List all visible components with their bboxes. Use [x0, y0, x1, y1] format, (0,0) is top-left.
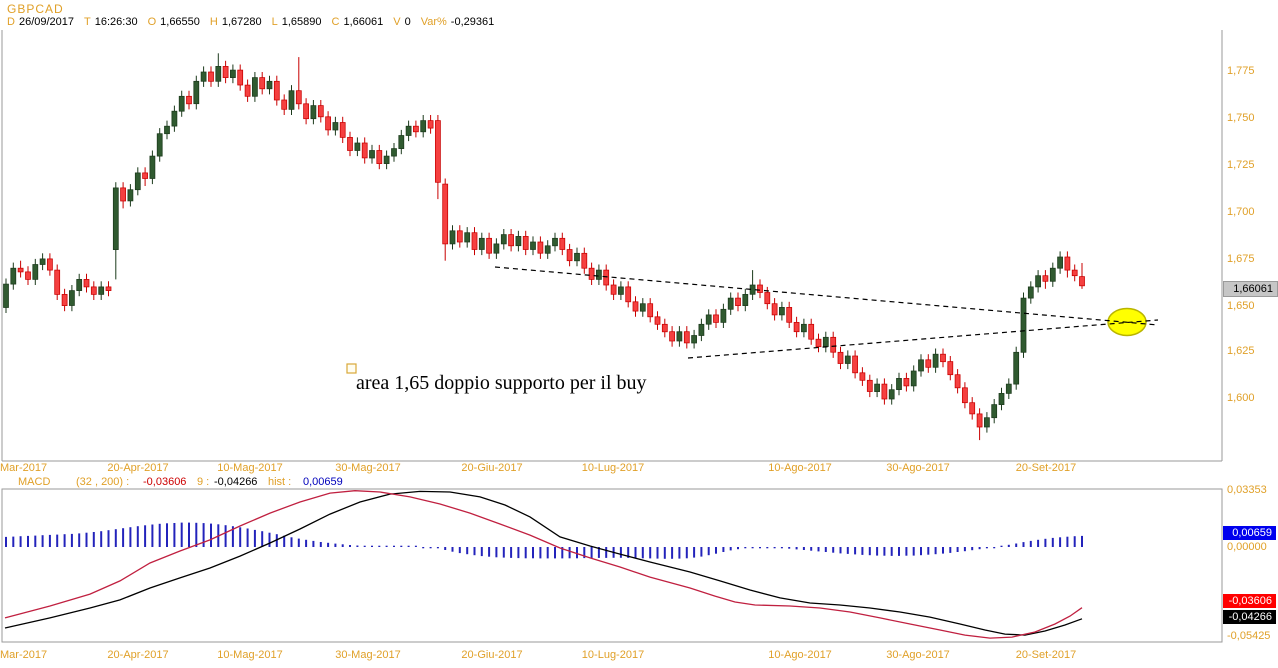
date-label: 30-Ago-2017: [886, 462, 950, 474]
field-high: H 1,67280: [209, 16, 262, 28]
field-date: D 26/09/2017: [7, 16, 75, 28]
macd-value-badge: -0,03606: [1223, 594, 1276, 608]
price-axis-label: 1,700: [1227, 206, 1255, 218]
hist-value-badge: 0,00659: [1223, 526, 1276, 540]
last-price-badge: 1,66061: [1223, 281, 1278, 297]
macd-axis-zero: 0,00000: [1227, 541, 1267, 553]
price-axis-label: 1,675: [1227, 253, 1255, 265]
ohlc-header: D 26/09/2017 T 16:26:30 O 1,66550 H 1,67280 …: [7, 16, 494, 28]
price-axis-label: 1,650: [1227, 300, 1255, 312]
date-axis-macd: Mar-2017 20-Apr-2017 10-Mag-2017 30-Mag-…: [0, 649, 1278, 662]
indicator-params: (32 , 200) :: [76, 476, 130, 488]
hist-value: 0,00659: [303, 476, 343, 488]
date-label: 20-Apr-2017: [107, 462, 169, 474]
price-axis-label: 1,625: [1227, 345, 1255, 357]
date-label: 20-Set-2017: [1015, 462, 1077, 474]
date-label: 20-Set-2017: [1015, 649, 1077, 661]
date-label: 20-Giu-2017: [461, 462, 523, 474]
signal-value: -0,04266: [214, 476, 258, 488]
price-axis-label: 1,750: [1227, 112, 1255, 124]
price-axis-label: 1,775: [1227, 65, 1255, 77]
chart-annotation-text: area 1,65 doppio supporto per il buy: [356, 372, 647, 394]
date-label: 30-Ago-2017: [886, 649, 950, 661]
field-open: O 1,66550: [147, 16, 200, 28]
field-close: C 1,66061: [331, 16, 384, 28]
price-axis-label: 1,725: [1227, 159, 1255, 171]
hist-label: hist :: [268, 476, 292, 488]
date-label: Mar-2017: [0, 649, 48, 661]
date-label: 30-Mag-2017: [335, 462, 401, 474]
indicator-name: MACD: [18, 476, 51, 488]
date-label: 10-Mag-2017: [217, 649, 283, 661]
date-label: 10-Ago-2017: [768, 649, 832, 661]
field-var-pct: Var% -0,29361: [420, 16, 495, 28]
macd-value: -0,03606: [143, 476, 187, 488]
date-label: 10-Lug-2017: [581, 649, 645, 661]
date-axis-main: Mar-2017 20-Apr-2017 10-Mag-2017 30-Mag-…: [0, 462, 1278, 475]
date-label: Mar-2017: [0, 462, 48, 474]
field-low: L 1,65890: [271, 16, 322, 28]
price-axis-label: 1,600: [1227, 392, 1255, 404]
signal-value-badge: -0,04266: [1223, 610, 1276, 624]
date-label: 10-Lug-2017: [581, 462, 645, 474]
date-label: 10-Mag-2017: [217, 462, 283, 474]
macd-axis-min: -0,05425: [1227, 630, 1271, 642]
field-time: T 16:26:30: [84, 16, 138, 28]
signal-param: 9 :: [197, 476, 210, 488]
date-label: 20-Apr-2017: [107, 649, 169, 661]
date-label: 20-Giu-2017: [461, 649, 523, 661]
date-label: 30-Mag-2017: [335, 649, 401, 661]
date-label: 10-Ago-2017: [768, 462, 832, 474]
symbol-title: GBPCAD: [7, 2, 64, 16]
macd-axis-max: 0,03353: [1227, 484, 1267, 496]
